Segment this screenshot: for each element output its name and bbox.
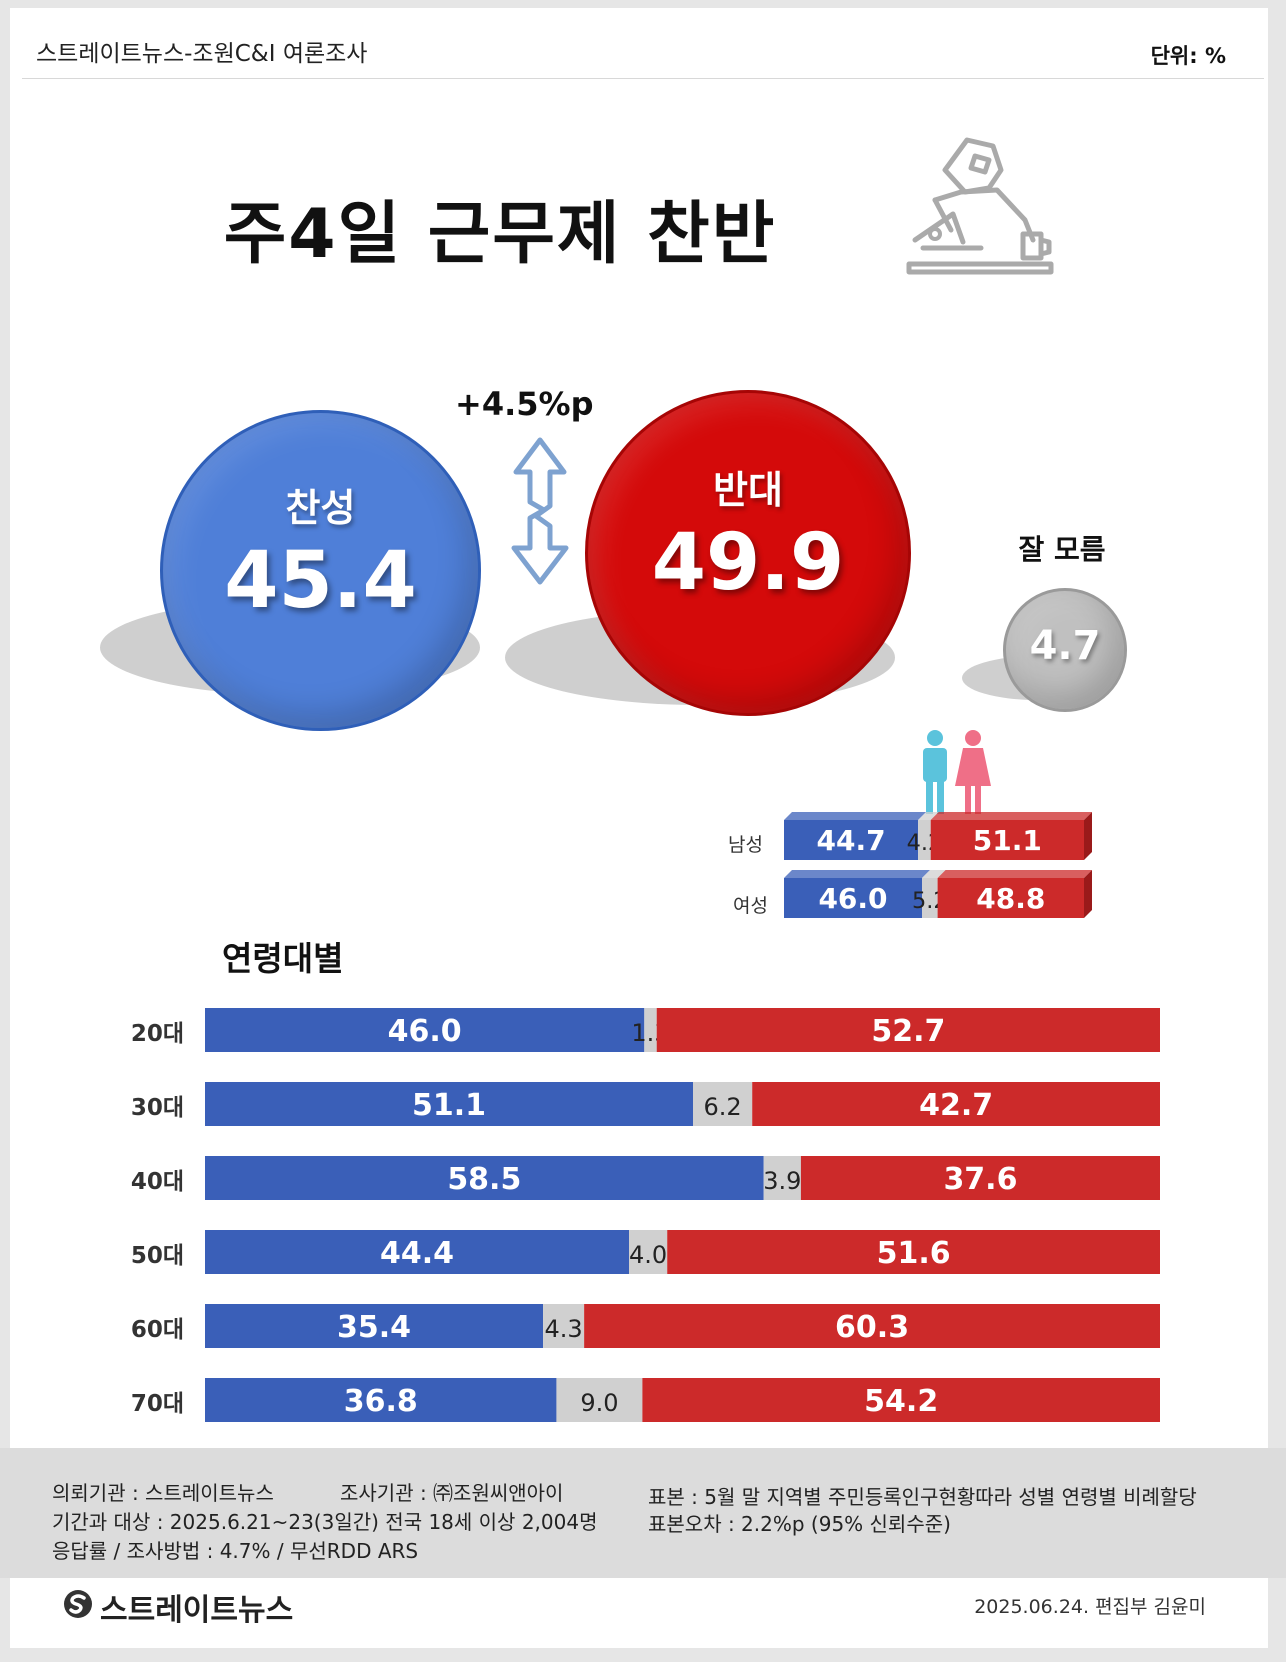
bar-dk [763,1156,801,1200]
bar-for [784,820,919,860]
bar-top-against [930,812,1092,820]
up-down-arrow-icon [511,437,569,585]
footer-agency: 조사기관 : ㈜조원씨앤아이 [340,1481,564,1505]
value-label-dk: 3.9 [763,1167,801,1195]
male-female-icon [923,730,991,814]
unit-label: 단위: % [1150,44,1226,68]
bar-for [205,1304,544,1348]
against-value: 49.9 [651,518,845,608]
bar-top-for [784,812,927,820]
age-label: 70대 [130,1391,184,1417]
for-label: 찬성 [285,486,356,530]
bar-against [584,1304,1160,1348]
bar-dk [693,1082,753,1126]
value-label-for: 58.5 [447,1162,521,1197]
logo-mark-icon [64,1590,92,1618]
bar-against [930,820,1084,860]
value-label-against: 51.6 [877,1236,951,1271]
bar-against [667,1230,1160,1274]
age-label: 30대 [130,1095,184,1121]
value-label-for: 36.8 [344,1384,418,1419]
bar-against [656,1008,1160,1052]
footer-method: 응답률 / 조사방법 : 4.7% / 무선RDD ARS [52,1539,419,1563]
value-label-against: 51.1 [973,824,1042,857]
bar-for [205,1230,630,1274]
survey-source: 스트레이트뉴스-조원C&I 여론조사 [36,41,368,67]
bar-top-dk [918,812,939,820]
gender-label-female: 여성 [733,895,768,917]
bar-for [784,878,922,918]
footer-period: 기간과 대상 : 2025.6.21~23(3일간) 전국 18세 이상 2,0… [52,1510,598,1534]
bar-dk [543,1304,585,1348]
bar-dk [922,878,938,918]
value-label-for: 44.4 [380,1236,454,1271]
age-label: 40대 [130,1169,184,1195]
bar-top-for [784,870,930,878]
value-label-against: 37.6 [943,1162,1017,1197]
value-label-dk: 4.0 [629,1241,667,1269]
bar-against [800,1156,1160,1200]
age-label: 20대 [130,1021,184,1047]
age-label: 60대 [130,1317,184,1343]
value-label-dk: 9.0 [580,1389,618,1417]
dk-label: 잘 모름 [1018,533,1106,566]
value-label-for: 46.0 [818,882,887,915]
dk-value: 4.7 [1029,623,1101,669]
bar-against [642,1378,1160,1422]
age-label: 50대 [130,1243,184,1269]
for-circle: 찬성 45.4 [160,410,481,731]
for-value: 45.4 [224,536,417,626]
value-label-for: 44.7 [817,824,886,857]
news-logo: 스트레이트뉴스 [100,1593,294,1628]
value-label-for: 35.4 [337,1310,411,1345]
header-divider [22,78,1264,79]
bar-for [205,1082,694,1126]
bar-for [205,1378,557,1422]
value-label-against: 48.8 [976,882,1045,915]
age-chart-title: 연령대별 [222,939,344,978]
against-circle: 반대 49.9 [585,390,911,716]
bar-dk [629,1230,668,1274]
footer-client: 의뢰기관 : 스트레이트뉴스 [52,1481,274,1505]
bar-for [205,1008,645,1052]
value-label-for: 51.1 [412,1088,486,1123]
bar-dk [556,1378,643,1422]
bar-top-dk [922,870,946,878]
footer-sample: 표본 : 5월 말 지역별 주민등록인구현황따라 성별 연령별 비례할당 [648,1485,1197,1509]
bar-top-against [937,870,1092,878]
bar-dk [644,1008,657,1052]
gender-bar-chart: 44.7 4.2 51.146.0 5.2 48.8 [784,812,1092,918]
value-label-dk: 6.2 [704,1093,742,1121]
value-label-for: 46.0 [388,1014,462,1049]
value-label-against: 52.7 [871,1014,945,1049]
value-label-against: 42.7 [919,1088,993,1123]
footer-panel [0,1448,1286,1578]
against-label: 반대 [713,468,783,512]
bar-side [1084,870,1092,918]
value-label-dk: 4.3 [545,1315,583,1343]
office-worker-icon [906,137,1054,275]
bar-against [937,878,1084,918]
bar-dk [918,820,931,860]
bar-for [205,1156,764,1200]
bar-against [752,1082,1160,1126]
bar-side [1084,812,1092,860]
value-label-against: 54.2 [864,1384,938,1419]
credit-line: 2025.06.24. 편집부 김윤미 [974,1596,1206,1618]
age-bar-chart: 46.0 1.3 52.751.1 6.2 42.758.5 3.9 37.644.4 4.0… [205,1008,1160,1422]
dk-circle: 4.7 [1003,588,1127,712]
footer-error: 표본오차 : 2.2%p (95% 신뢰수준) [648,1512,951,1536]
value-label-against: 60.3 [835,1310,909,1345]
gender-label-male: 남성 [728,834,763,856]
page-title: 주4일 근무제 찬반 [223,195,777,274]
gap-label: +4.5%p [455,385,594,423]
